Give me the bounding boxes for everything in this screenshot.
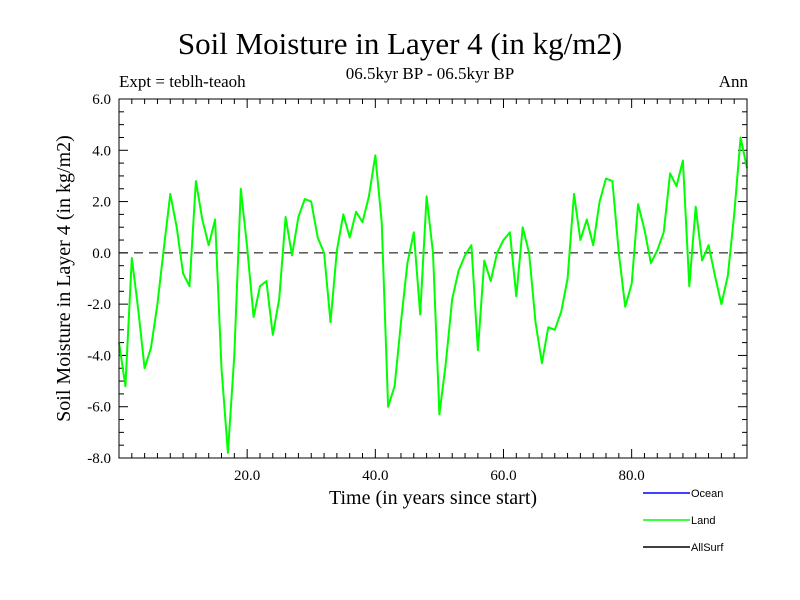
axis-ticks (119, 98, 748, 459)
legend: Ocean Land AllSurf (643, 488, 724, 554)
y-tick-label: -4.0 (87, 348, 111, 364)
y-tick-label: -6.0 (87, 400, 111, 416)
chart-title: Soil Moisture in Layer 4 (in kg/m2) (177, 26, 623, 61)
series-group (118, 136, 748, 454)
y-tick-label: 2.0 (92, 195, 111, 211)
tick-labels: -8.0 -6.0 -4.0 -2.0 0.0 2.0 4.0 6.0 20.0 40.0 60.0… (87, 92, 645, 484)
x-tick-label: 20.0 (234, 468, 260, 484)
y-tick-label: -8.0 (87, 451, 111, 467)
legend-label-land: Land (691, 515, 715, 527)
y-tick-label: 6.0 (92, 92, 111, 108)
x-tick-label: 40.0 (362, 468, 388, 484)
x-axis-label: Time (in years since start) (329, 487, 537, 509)
plot-frame (118, 98, 748, 459)
experiment-label: Expt = teblh-teaoh (119, 72, 246, 91)
x-tick-label: 80.0 (619, 468, 645, 484)
x-tick-label: 60.0 (490, 468, 516, 484)
y-axis-label: Soil Moisture in Layer 4 (in kg/m2) (53, 135, 75, 422)
y-tick-label: -2.0 (87, 297, 111, 313)
y-tick-label: 4.0 (92, 143, 111, 159)
y-tick-label: 0.0 (92, 246, 111, 262)
series-line-land (118, 136, 748, 454)
legend-label-allsurf: AllSurf (691, 542, 724, 554)
period-label: Ann (718, 72, 748, 91)
chart-subtitle: 06.5kyr BP - 06.5kyr BP (345, 64, 515, 83)
legend-label-ocean: Ocean (691, 488, 723, 500)
